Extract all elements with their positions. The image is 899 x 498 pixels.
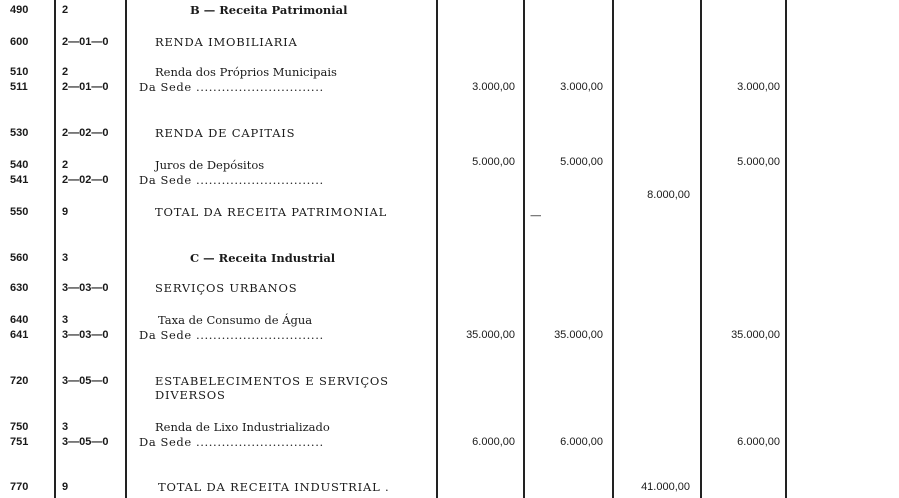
line-number: 540	[10, 159, 29, 171]
description: TOTAL DA RECEITA PATRIMONIAL	[155, 205, 388, 219]
account-code: 9	[62, 206, 69, 218]
amount: 5.000,00	[737, 156, 780, 168]
account-code: 3	[62, 314, 69, 326]
account-code: 2—02—0	[62, 127, 109, 139]
amount: 5.000,00	[472, 156, 515, 168]
description: ESTABELECIMENTOS E SERVIÇOS	[155, 374, 389, 388]
account-code: 2	[62, 66, 69, 78]
column-divider	[125, 0, 127, 498]
description: Da Sede ..............................	[139, 80, 324, 94]
amount: 35.000,00	[554, 329, 603, 341]
account-code: 3—05—0	[62, 436, 109, 448]
description: Da Sede ..............................	[139, 173, 324, 187]
amount: 6.000,00	[472, 436, 515, 448]
amount: 3.000,00	[737, 81, 780, 93]
amount: 35.000,00	[466, 329, 515, 341]
line-number: 550	[10, 206, 29, 218]
line-number: 640	[10, 314, 29, 326]
description: TOTAL DA RECEITA INDUSTRIAL .	[158, 480, 390, 494]
description: Renda dos Próprios Municipais	[155, 65, 337, 79]
description: RENDA DE CAPITAIS	[155, 126, 296, 140]
column-divider	[700, 0, 702, 498]
column-divider	[54, 0, 56, 498]
line-number: 770	[10, 481, 29, 493]
line-number: 600	[10, 36, 29, 48]
line-number: 541	[10, 174, 29, 186]
account-code: 2	[62, 159, 69, 171]
column-divider	[523, 0, 525, 498]
line-number: 510	[10, 66, 29, 78]
amount: 6.000,00	[560, 436, 603, 448]
section-heading: B — Receita Patrimonial	[190, 3, 348, 17]
account-code: 3—03—0	[62, 282, 109, 294]
account-code: 2—02—0	[62, 174, 109, 186]
account-code: 9	[62, 481, 69, 493]
description: SERVIÇOS URBANOS	[155, 281, 298, 295]
description: Da Sede ..............................	[139, 328, 324, 342]
description: RENDA IMOBILIARIA	[155, 35, 298, 49]
account-code: 3	[62, 252, 69, 264]
account-code: 2	[62, 4, 69, 16]
account-code: 3—03—0	[62, 329, 109, 341]
account-code: 2—01—0	[62, 36, 109, 48]
column-divider	[436, 0, 438, 498]
dash-mark: —	[530, 208, 542, 222]
line-number: 530	[10, 127, 29, 139]
amount: 41.000,00	[641, 481, 690, 493]
account-code: 3	[62, 421, 69, 433]
line-number: 751	[10, 436, 29, 448]
description: Renda de Lixo Industrializado	[155, 420, 330, 434]
column-divider	[785, 0, 787, 498]
section-heading: C — Receita Industrial	[190, 251, 336, 265]
description: Taxa de Consumo de Água	[158, 313, 313, 327]
amount: 35.000,00	[731, 329, 780, 341]
account-code: 3—05—0	[62, 375, 109, 387]
line-number: 560	[10, 252, 29, 264]
line-number: 490	[10, 4, 29, 16]
amount: 5.000,00	[560, 156, 603, 168]
line-number: 641	[10, 329, 29, 341]
amount: 3.000,00	[560, 81, 603, 93]
line-number: 720	[10, 375, 29, 387]
description: Da Sede ..............................	[139, 435, 324, 449]
amount: 3.000,00	[472, 81, 515, 93]
line-number: 630	[10, 282, 29, 294]
amount: 6.000,00	[737, 436, 780, 448]
line-number: 750	[10, 421, 29, 433]
account-code: 2—01—0	[62, 81, 109, 93]
column-divider	[612, 0, 614, 498]
line-number: 511	[10, 81, 28, 93]
amount: 8.000,00	[647, 189, 690, 201]
description: Juros de Depósitos	[155, 158, 265, 172]
description-continued: DIVERSOS	[155, 388, 226, 402]
